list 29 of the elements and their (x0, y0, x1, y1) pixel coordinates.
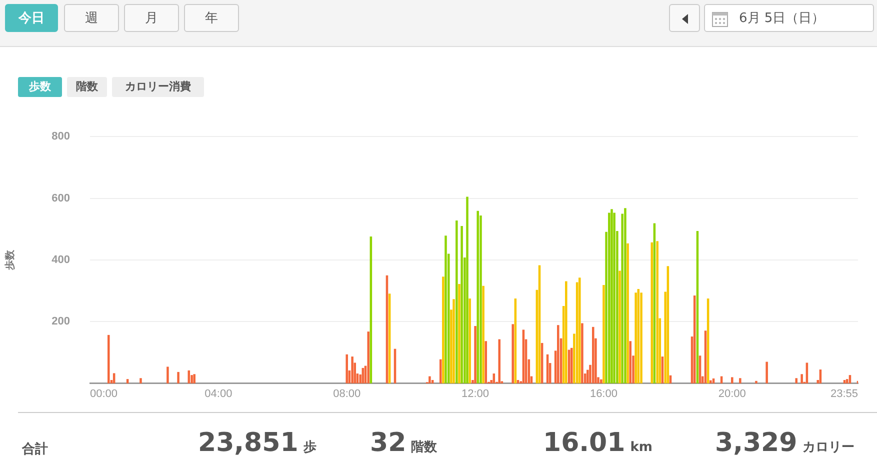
text: 歩数 (18, 77, 62, 97)
text: 歩 (303, 440, 316, 455)
x-tick-label: 20:00 (718, 388, 746, 400)
text: 合計 (22, 440, 48, 458)
x-tick-label: 23:55 (830, 388, 858, 400)
text: 今日 (5, 4, 58, 32)
text: 月 (124, 4, 179, 32)
text: 3,329 (715, 428, 798, 458)
x-tick-label: 04:00 (204, 388, 232, 400)
x-tick-label: 08:00 (333, 388, 361, 400)
text: 32 (370, 428, 406, 458)
y-axis-title: 歩数 (4, 249, 16, 271)
text: 16.01 (543, 428, 626, 458)
text: カロリー (802, 440, 854, 455)
text: 23,851 (198, 428, 298, 458)
text: 週 (64, 4, 119, 32)
x-tick-label: 16:00 (590, 388, 618, 400)
text: 6月 5日（日） (739, 10, 825, 28)
y-tick-label: 800 (52, 130, 70, 143)
y-tick-label: 400 (52, 254, 70, 266)
x-tick-label: 12:00 (462, 388, 490, 400)
y-tick-label: 600 (52, 192, 70, 204)
text: 階数 (67, 77, 107, 97)
x-tick-label: 00:00 (90, 388, 118, 400)
text: km (630, 440, 652, 455)
text: カロリー消費 (112, 77, 204, 97)
text: 階数 (411, 440, 438, 455)
text: 年 (184, 4, 239, 32)
y-tick-label: 200 (52, 316, 70, 328)
